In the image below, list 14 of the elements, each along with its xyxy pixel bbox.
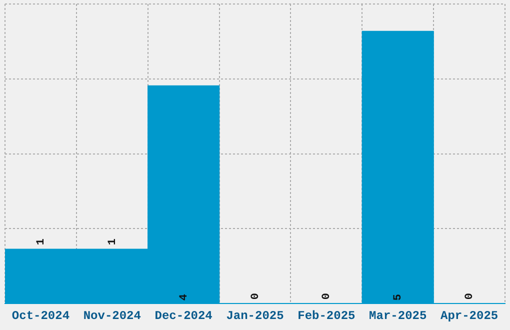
data-label: 4 bbox=[178, 294, 190, 301]
data-label: 0 bbox=[464, 292, 476, 300]
x-tick-label: Mar-2025 bbox=[369, 308, 427, 323]
data-label: 1 bbox=[35, 238, 48, 246]
x-tick-label: Nov-2024 bbox=[83, 308, 141, 323]
data-label: 0 bbox=[321, 292, 334, 300]
x-tick-label: Feb-2025 bbox=[298, 308, 356, 323]
x-tick-label: Jan-2025 bbox=[226, 308, 284, 323]
data-label: 5 bbox=[392, 294, 405, 301]
x-tick-label: Apr-2025 bbox=[440, 308, 498, 323]
x-tick-label: Oct-2024 bbox=[12, 308, 70, 323]
data-label: 1 bbox=[106, 238, 119, 246]
x-tick-label: Dec-2024 bbox=[154, 308, 212, 323]
data-label: 0 bbox=[250, 292, 262, 300]
